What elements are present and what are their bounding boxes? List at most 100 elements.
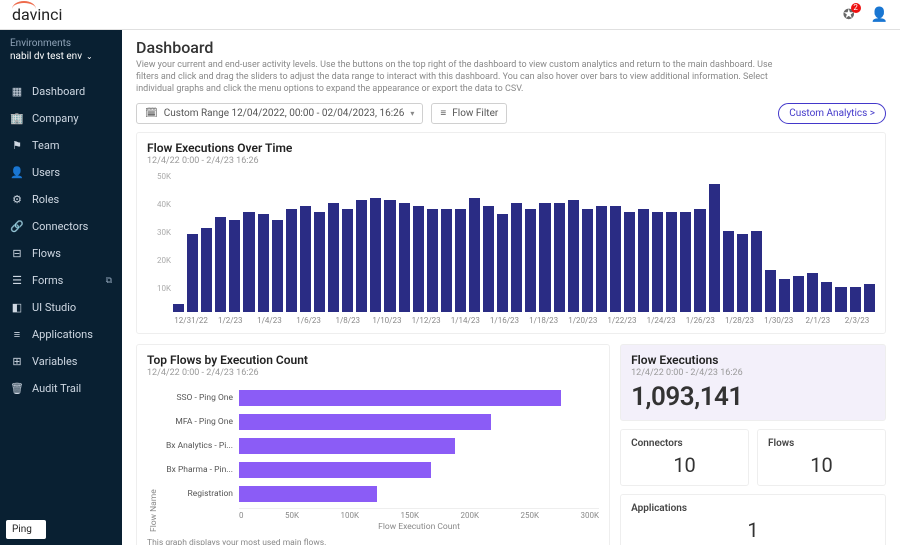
stat-flow-executions[interactable]: Flow Executions 12/4/22 0:00 - 2/4/23 16… [620,344,886,421]
hbar[interactable] [239,438,455,454]
bar[interactable] [370,198,381,313]
brand-logo: davinci [12,5,62,24]
bar[interactable] [596,206,607,312]
sidebar-item-team[interactable]: ⚑Team [0,132,122,159]
bar[interactable] [342,209,353,313]
bar[interactable] [300,206,311,312]
bar[interactable] [469,198,480,313]
bar[interactable] [850,287,861,312]
notifications-icon[interactable]: ✪ 2 [843,7,855,23]
bar[interactable] [821,282,832,313]
bar[interactable] [328,203,339,312]
bar[interactable] [624,212,635,313]
bar[interactable] [455,209,466,313]
sidebar-item-users[interactable]: 👤Users [0,159,122,186]
chevron-down-icon: ▾ [410,109,414,118]
bar[interactable] [539,203,550,312]
hbar[interactable] [239,462,431,478]
bar[interactable] [243,212,254,313]
bar[interactable] [680,212,691,313]
bar[interactable] [356,200,367,312]
bar[interactable] [864,284,875,312]
hbars: Flow Name SSO - Ping OneMFA - Ping OneBx… [147,386,599,532]
bar[interactable] [835,287,846,312]
bar[interactable] [413,206,424,312]
bar[interactable] [765,270,776,312]
environment-selector[interactable]: Environments nabil dv test env ⌄ [0,30,122,68]
bar[interactable] [258,214,269,312]
sidebar-item-applications[interactable]: ≡ Applications [0,321,122,348]
bar[interactable] [737,234,748,312]
bar[interactable] [793,276,804,312]
chart-subtitle: 12/4/22 0:00 - 2/4/23 16:26 [147,156,875,166]
hbar[interactable] [239,390,561,406]
bar[interactable] [568,200,579,312]
top-flows-footnote: This graph displays your most used main … [147,538,599,545]
sidebar-label: Roles [32,193,59,206]
hbar-xaxis: 050K100K150K200K250K300K [239,508,599,520]
env-name: nabil dv test env ⌄ [10,51,112,62]
bar[interactable] [723,231,734,312]
bar[interactable] [229,220,240,312]
bar[interactable] [187,234,198,312]
bar[interactable] [201,228,212,312]
bar[interactable] [427,209,438,313]
bar[interactable] [694,209,705,313]
page-title: Dashboard [136,38,886,57]
bar[interactable] [652,212,663,313]
bar[interactable] [666,212,677,313]
bar[interactable] [554,203,565,312]
bar[interactable] [286,209,297,313]
sidebar-item-ui-studio[interactable]: ◧UI Studio [0,294,122,321]
bar[interactable] [384,200,395,312]
stat-title: Connectors [631,438,738,449]
bar[interactable] [511,203,522,312]
flow-filter-button[interactable]: ≡ Flow Filter [431,103,507,124]
bar[interactable] [215,217,226,312]
user-icon[interactable]: 👤 [871,7,888,23]
bar[interactable] [272,220,283,312]
bar[interactable] [525,209,536,313]
hbar[interactable] [239,414,491,430]
custom-analytics-button[interactable]: Custom Analytics > [778,103,886,124]
sidebar-item-forms[interactable]: ☰Forms⧉ [0,267,122,294]
bar[interactable] [709,184,720,313]
bar[interactable] [807,273,818,312]
sidebar-item-company[interactable]: 🏢Company [0,105,122,132]
hbar[interactable] [239,486,377,502]
sidebar-label: Company [32,112,79,125]
hbar-labels: SSO - Ping OneMFA - Ping OneBx Analytics… [161,386,239,532]
sidebar-item-audit-trail[interactable]: 🗑Audit Trail [0,375,122,402]
sidebar-label: Variables [32,355,78,368]
stat-flows[interactable]: Flows 10 [757,429,886,486]
chart-title: Flow Executions Over Time [147,141,875,155]
bar[interactable] [314,212,325,313]
bar[interactable] [751,231,762,312]
sidebar-item-dashboard[interactable]: ▦Dashboard [0,78,122,105]
date-range-selector[interactable]: 🗓 Custom Range 12/04/2022, 00:00 - 02/04… [136,103,423,124]
stat-connectors[interactable]: Connectors 10 [620,429,749,486]
bar[interactable] [779,279,790,313]
stat-applications[interactable]: Applications 1 [620,494,886,545]
bar[interactable] [638,209,649,313]
sidebar-icon: ≡ [10,328,24,341]
bar[interactable] [610,206,621,312]
bar[interactable] [173,304,184,312]
bar[interactable] [399,203,410,312]
x-axis: 12/31/221/2/231/4/231/6/231/8/231/10/231… [147,316,875,325]
sidebar-item-variables[interactable]: ⊞Variables [0,348,122,375]
sidebar: Environments nabil dv test env ⌄ ▦Dashbo… [0,30,122,545]
bar[interactable] [497,214,508,312]
flow-filter-label: Flow Filter [452,108,498,119]
bar[interactable] [483,206,494,312]
bar[interactable] [441,209,452,313]
sidebar-item-flows[interactable]: ⊟Flows [0,240,122,267]
sidebar-icon: ☰ [10,274,24,287]
chart-bars: 50K40K30K20K10K [147,172,875,312]
sidebar-label: Applications [32,328,93,341]
sidebar-item-connectors[interactable]: 🔗Connectors [0,213,122,240]
sidebar-item-roles[interactable]: ⚙Roles [0,186,122,213]
bar[interactable] [582,209,593,313]
env-label: Environments [10,38,112,49]
topbar: davinci ✪ 2 👤 [0,0,900,30]
